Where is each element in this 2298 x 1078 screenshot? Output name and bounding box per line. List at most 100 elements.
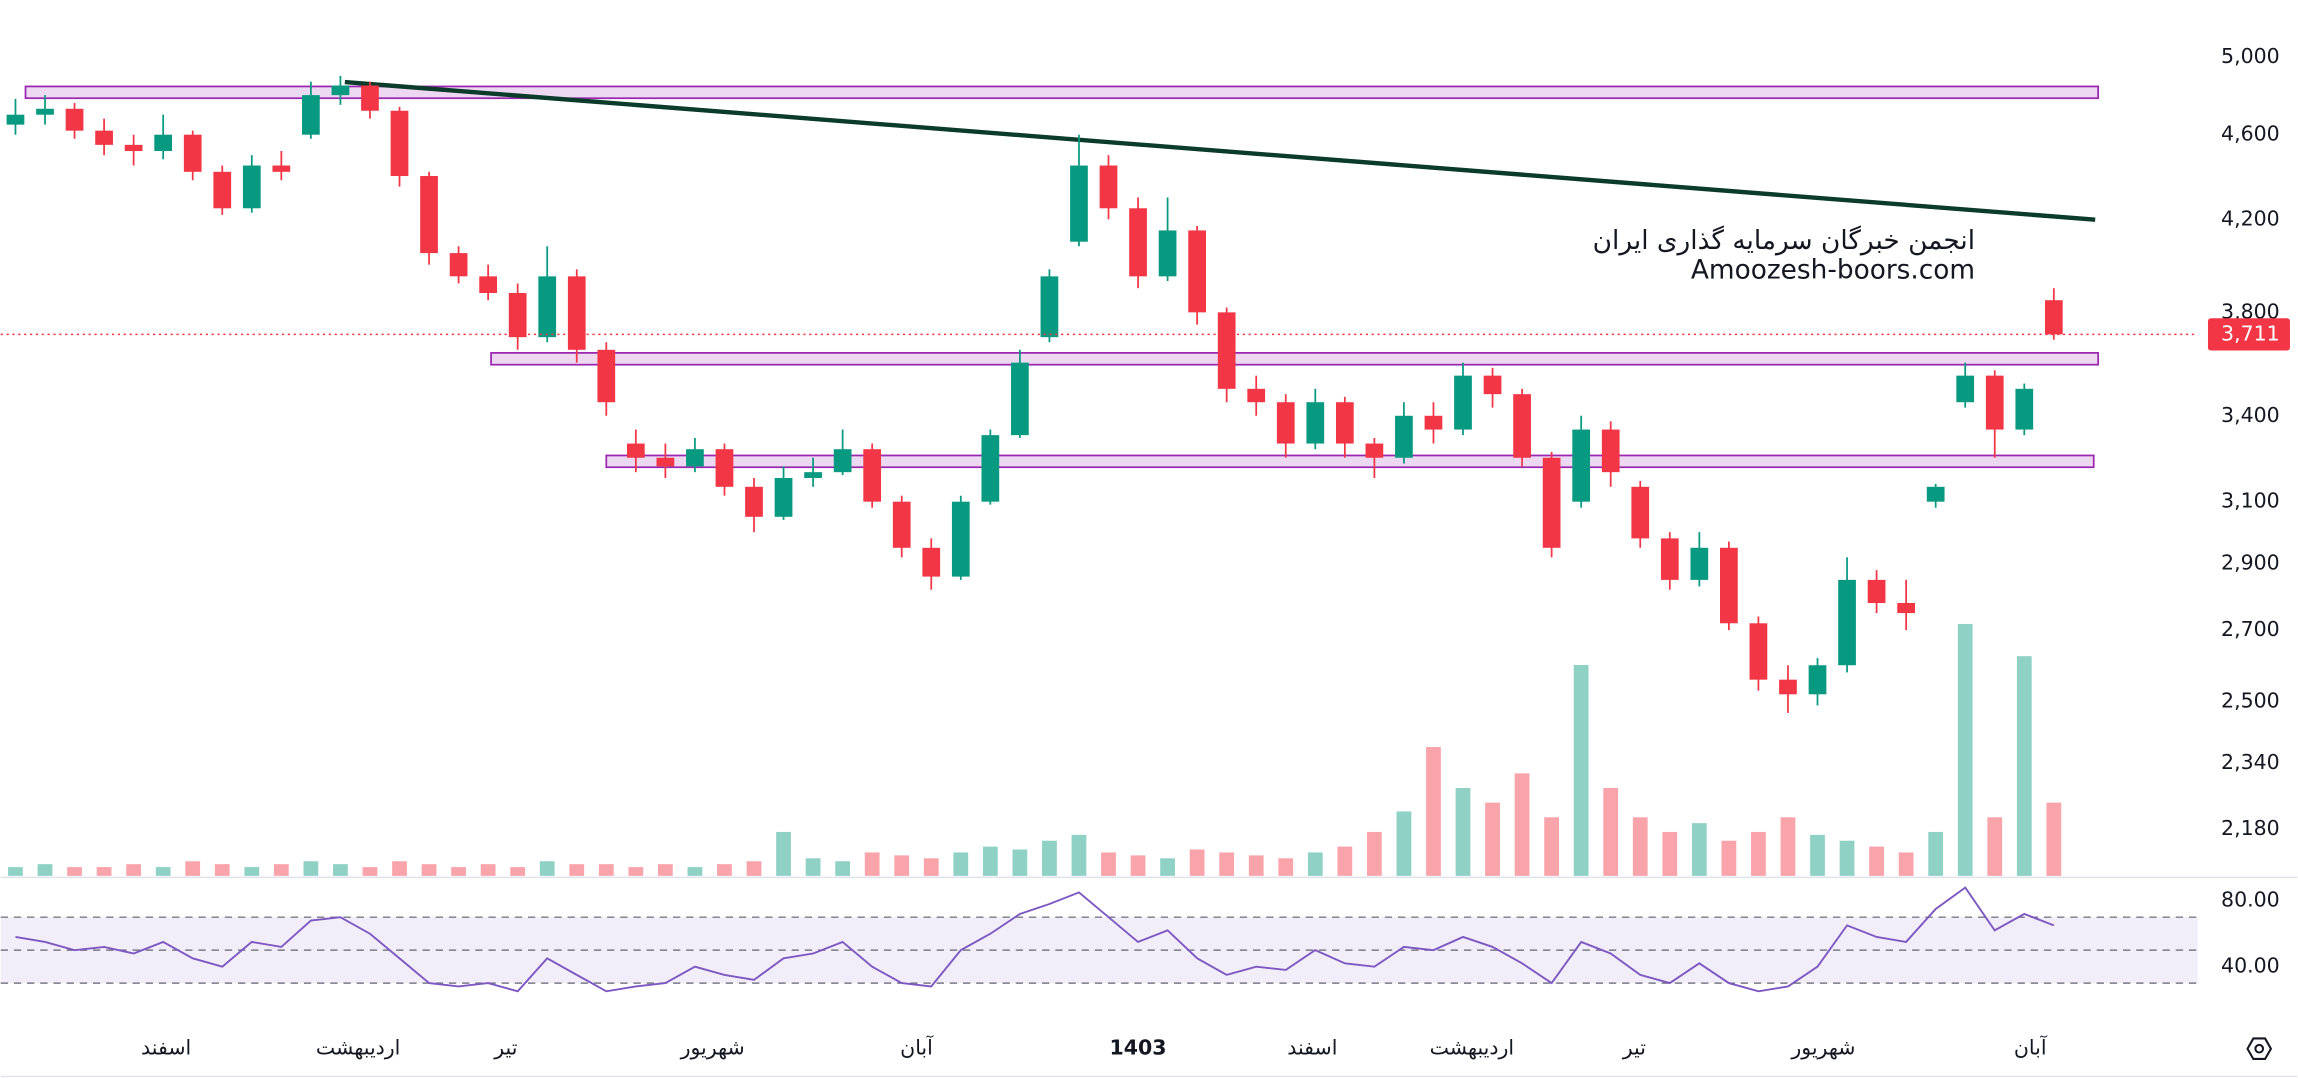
candle-body: [272, 165, 291, 172]
candle-body: [213, 171, 232, 209]
volume-bar: [1721, 840, 1737, 876]
volume-bar: [776, 831, 791, 876]
volume-bar: [746, 861, 762, 876]
candle-body: [1247, 388, 1266, 403]
icon-hex: [2246, 1037, 2273, 1060]
candle-body: [1690, 547, 1709, 580]
volume-bar: [953, 852, 969, 876]
candle-body: [95, 130, 113, 145]
volume-bar: [1219, 852, 1235, 876]
candle-body: [1070, 165, 1088, 242]
volume-bar: [362, 867, 378, 876]
volume-bar: [273, 864, 289, 876]
candle-body: [1985, 375, 2004, 430]
candle-body: [892, 501, 911, 548]
x-tick-label: تیر: [1622, 1036, 1646, 1060]
volume-bar: [1426, 746, 1441, 876]
x-tick-label: آبان: [2014, 1035, 2048, 1060]
candle-body: [1808, 665, 1827, 695]
candle-body: [479, 276, 497, 293]
volume-bar: [1839, 840, 1855, 876]
volume-bar: [1071, 834, 1087, 876]
candle-body: [1306, 402, 1325, 444]
candle-body: [6, 114, 25, 125]
candle-body: [1572, 429, 1591, 502]
candle-body: [2015, 388, 2034, 430]
candle-body: [420, 176, 438, 254]
volume-bar: [1042, 840, 1057, 876]
candle-body: [1365, 443, 1384, 458]
candle-body: [922, 547, 941, 577]
candle-body: [1660, 538, 1679, 580]
candle-body: [951, 501, 970, 577]
volume-bar: [1337, 846, 1353, 876]
volume-bar: [923, 858, 939, 876]
y-tick-label: 2,340: [2221, 750, 2280, 774]
y-tick-label: 5,000: [2221, 44, 2280, 68]
volume-bar: [1573, 664, 1589, 876]
volume-bar: [126, 864, 142, 876]
watermark: انجمن خبرگان سرمایه گذاری ایران: [1593, 225, 1975, 256]
volume-bar: [214, 864, 230, 876]
candle-body: [774, 477, 793, 517]
volume-bar: [1101, 852, 1116, 876]
candle-body: [1424, 415, 1443, 430]
candle-body: [1749, 623, 1768, 680]
candle-body: [1011, 362, 1029, 436]
last-price-badge: [2207, 318, 2290, 351]
volume-bar: [1189, 849, 1205, 876]
volume-bar: [628, 867, 644, 876]
candle-body: [1897, 602, 1915, 614]
candle-body: [242, 165, 261, 209]
y-tick-label: 3,400: [2221, 403, 2280, 427]
support-zone: [605, 454, 2095, 469]
volume-bar: [1691, 823, 1707, 876]
volume-bar: [1632, 817, 1648, 876]
x-tick-label: اسفند: [1287, 1036, 1337, 1060]
volume-bar: [2046, 802, 2062, 876]
trendline: [344, 79, 2096, 222]
candle-body: [833, 449, 852, 473]
settings-icon[interactable]: [2246, 1037, 2273, 1060]
volume-bar: [598, 864, 614, 876]
support-zone: [24, 85, 2100, 100]
volume-bar: [657, 864, 673, 876]
volume-bar: [717, 864, 732, 876]
candle-body: [1395, 415, 1413, 458]
candle-body: [390, 110, 409, 177]
volume-bar: [1987, 817, 2003, 876]
volume-bar: [569, 864, 585, 876]
y-tick-label: 4,600: [2221, 122, 2280, 146]
volume-bar: [1780, 817, 1796, 876]
volume-bar: [982, 846, 998, 876]
volume-bar: [2016, 656, 2032, 876]
volume-bar: [244, 867, 260, 876]
volume-bar: [451, 867, 466, 876]
volume-bar: [1012, 849, 1028, 876]
candle-body: [1099, 165, 1118, 209]
candle-body: [1483, 375, 1502, 395]
candle-body: [686, 449, 704, 467]
watermark: Amoozesh-boors.com: [1691, 255, 1975, 285]
x-tick-label: شهریور: [1790, 1036, 1855, 1060]
candle-body: [1188, 230, 1206, 313]
volume-bar: [1751, 831, 1766, 876]
volume-bar: [1485, 802, 1500, 876]
candle-body: [567, 276, 586, 350]
candle-body: [626, 443, 645, 458]
support-zone: [490, 351, 2100, 366]
volume-bar: [1160, 858, 1175, 876]
last-price-label: 3,711: [2221, 321, 2280, 345]
candle-body: [183, 134, 202, 172]
volume-bar: [1396, 811, 1412, 876]
volume-bar: [303, 861, 319, 876]
x-tick-label: اردیبهشت: [316, 1036, 400, 1060]
volume-bar: [1248, 855, 1264, 876]
volume-bar: [96, 867, 112, 876]
candle-body: [1454, 375, 1472, 430]
candle-body: [1217, 312, 1236, 389]
volume-bar: [1869, 846, 1884, 876]
volume-bar: [8, 867, 23, 876]
icon-dot: [2254, 1043, 2265, 1054]
